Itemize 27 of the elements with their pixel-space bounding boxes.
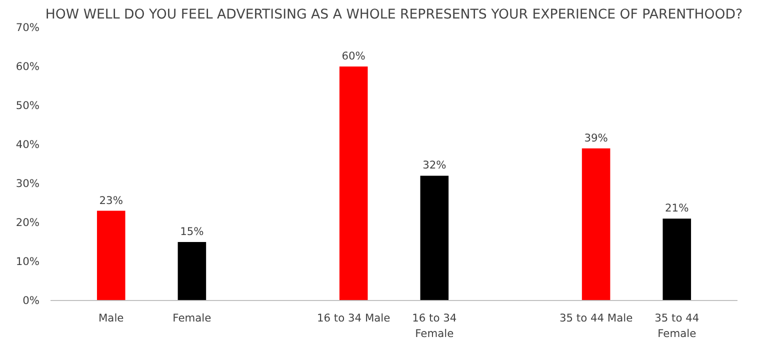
- y-tick-label: 20%: [16, 216, 40, 229]
- y-tick-label: 10%: [16, 255, 40, 268]
- data-label: 32%: [422, 158, 446, 172]
- y-tick-label: 50%: [16, 99, 40, 112]
- data-label: 21%: [665, 202, 689, 215]
- bar: [178, 242, 206, 300]
- bar: [662, 218, 692, 300]
- y-tick-label: 70%: [16, 21, 40, 34]
- x-tick-label: 35 to 44 Female: [654, 312, 700, 340]
- bar: [582, 148, 610, 300]
- bar: [96, 210, 126, 300]
- bar: [420, 176, 449, 300]
- data-label: 60%: [342, 50, 366, 62]
- x-tick-label: 16 to 34 Male: [316, 312, 390, 324]
- bar: [339, 66, 368, 300]
- y-tick-label: 40%: [16, 138, 40, 151]
- y-tick-label: 30%: [16, 177, 40, 190]
- data-label: 39%: [584, 131, 608, 144]
- y-tick-label: 0%: [22, 294, 40, 307]
- y-tick-label: 60%: [16, 60, 40, 73]
- x-tick-label: Male: [98, 312, 124, 324]
- data-label: 15%: [180, 225, 204, 238]
- x-tick-label: 35 to 44 Male: [559, 312, 633, 324]
- x-tick-label: Female: [172, 312, 212, 324]
- x-tick-label: 16 to 34 Female: [412, 312, 457, 340]
- chart-title: HOW WELL DO YOU FEEL ADVERTISING AS A WHOLE REPRESENTS YOUR EXPERIENCE OF PARENTHOOD?: [45, 8, 743, 22]
- data-label: 23%: [99, 194, 123, 207]
